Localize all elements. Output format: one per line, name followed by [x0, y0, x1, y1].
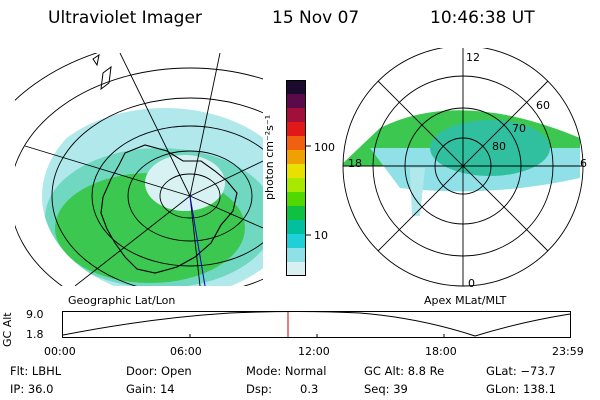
- geo-lat-circle: [15, 67, 263, 286]
- geo-meridian: [119, 53, 191, 197]
- geo-image-inner: [145, 155, 225, 211]
- geo-meridian: [189, 53, 221, 197]
- colorbar: [286, 80, 306, 276]
- local-meridian-line: [189, 195, 206, 286]
- colorbar-segment: [286, 192, 306, 207]
- geo-panel-label: Geographic Lat/Lon: [68, 294, 176, 307]
- mode-info: Mode: Normal: [246, 364, 327, 378]
- glat-info: GLat: −73.7: [486, 364, 556, 378]
- timeline-frame: [62, 311, 571, 338]
- colorbar-segment: [286, 220, 306, 235]
- colorbar-segment: [286, 178, 306, 193]
- geo-meridian: [189, 195, 201, 286]
- gc-alt-curve: [62, 311, 571, 337]
- dsp-value: 0.3: [300, 382, 319, 396]
- geo-lat-circle: [91, 125, 263, 267]
- colorbar-segment: [286, 122, 306, 137]
- apex-mlt-label-top: 12: [466, 51, 480, 64]
- colorbar-segment: [286, 234, 306, 249]
- timeline-x-tick: 06:00: [170, 345, 202, 358]
- geo-lat-circle: [159, 173, 221, 219]
- apex-mlt-label-right: 6: [580, 157, 587, 170]
- coastline: [100, 144, 238, 274]
- apex-mlt-line-diag: [377, 80, 549, 252]
- colorbar-segment: [286, 94, 306, 109]
- colorbar-segment: [286, 108, 306, 123]
- apex-lat-label-60: 60: [536, 99, 550, 112]
- gc-alt-timeline: [62, 311, 571, 338]
- apex-mlt-label-left: 18: [348, 157, 362, 170]
- timeline-x-tick: 12:00: [298, 345, 330, 358]
- apex-lat-label-70: 70: [512, 122, 526, 135]
- timeline-x-tick: 18:00: [425, 345, 457, 358]
- apex-panel-label: Apex MLat/MLT: [424, 294, 507, 307]
- apex-aurora-tail: [410, 168, 425, 216]
- door-info: Door: Open: [126, 364, 192, 378]
- timeline-x-tick: 23:59: [552, 345, 584, 358]
- colorbar-segment: [286, 150, 306, 165]
- dsp-label: Dsp:: [246, 382, 273, 396]
- colorbar-segment: [286, 164, 306, 179]
- geo-meridian: [74, 195, 191, 286]
- colorbar-tick-100: 100: [314, 141, 335, 154]
- timeline-x-tick: 00:00: [44, 345, 76, 358]
- geo-meridian: [189, 195, 263, 229]
- colorbar-ticks: [306, 145, 311, 236]
- colorbar-segment: [286, 262, 306, 276]
- colorbar-segment: [286, 80, 306, 95]
- geo-meridian: [24, 145, 191, 197]
- date-label: 15 Nov 07: [272, 8, 360, 28]
- colorbar-unit-label: photon cm⁻²s⁻¹: [263, 114, 276, 200]
- colorbar-tick-10: 10: [314, 229, 328, 242]
- colorbar-segment: [286, 136, 306, 151]
- colorbar-segment: [286, 248, 306, 263]
- apex-image-panel: [342, 48, 584, 287]
- instrument-title: Ultraviolet Imager: [48, 8, 202, 28]
- apex-lat-label-80: 80: [492, 140, 506, 153]
- timeline-axis-label: GC Alt: [1, 312, 14, 347]
- apex-aurora-core: [430, 120, 550, 176]
- gc-alt-info: GC Alt: 8.8 Re: [364, 364, 445, 378]
- geo-lat-circle: [51, 97, 263, 286]
- timeline-y-tick-1: 1.8: [26, 328, 44, 341]
- glon-info: GLon: 138.1: [486, 382, 556, 396]
- geo-meridian: [189, 160, 263, 197]
- time-label: 10:46:38 UT: [430, 8, 535, 28]
- apex-mlt-label-bottom: 0: [468, 277, 475, 290]
- ip-info: IP: 36.0: [10, 382, 54, 396]
- colorbar-segment: [286, 206, 306, 221]
- timeline-y-tick-9: 9.0: [26, 308, 44, 321]
- gain-info: Gain: 14: [126, 382, 175, 396]
- coastline: [92, 53, 112, 91]
- geo-lat-circle: [127, 150, 253, 242]
- colorbar-frame: [286, 80, 306, 276]
- filter-info: Flt: LBHL: [10, 364, 62, 378]
- seq-info: Seq: 39: [364, 382, 408, 396]
- geographic-image-panel: [15, 53, 263, 286]
